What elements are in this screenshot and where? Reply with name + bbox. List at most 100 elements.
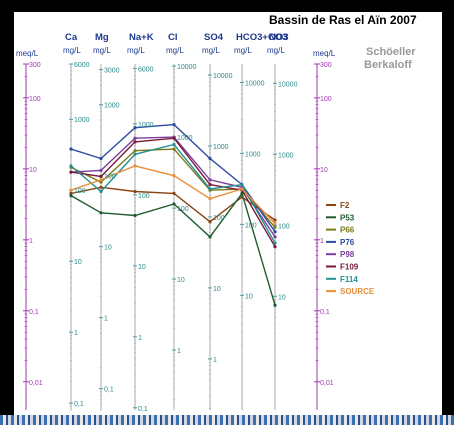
- axis-tick-label: 100: [74, 188, 86, 195]
- axis-tick-label: 1000: [177, 135, 193, 142]
- axis-tick-label: 100: [104, 174, 116, 181]
- data-point: [99, 178, 103, 182]
- axis-tick-label: 10: [245, 293, 253, 300]
- axis-tick-label: 1000: [245, 151, 261, 158]
- axis-tick-label: 10000: [278, 81, 298, 88]
- schoeller-diagram: Bassin de Ras el Aïn 2007 SchöellerBerkal…: [16, 13, 417, 413]
- axis-tick-label: 10000: [245, 80, 265, 87]
- axis-tick-label: 10: [177, 277, 185, 284]
- legend-label: SOURCE: [340, 287, 375, 296]
- axis-header: Mg: [95, 32, 109, 43]
- left-meq-label: meq/L: [16, 49, 39, 58]
- legend-label: P53: [340, 213, 355, 222]
- axis-tick-label: 1000: [104, 103, 120, 110]
- data-point: [208, 197, 212, 201]
- axis-tick-label: 10: [278, 294, 286, 301]
- data-point: [273, 235, 277, 239]
- axis-tick-label: 1000: [138, 122, 154, 129]
- data-point: [133, 149, 137, 153]
- axis-header: SO4: [204, 32, 224, 43]
- axis-tick-label: 1: [74, 330, 78, 337]
- data-point: [208, 183, 212, 187]
- axis-tick-label: 0,1: [104, 387, 114, 394]
- data-point: [133, 164, 137, 168]
- meq-tick-label: 10: [320, 167, 328, 174]
- data-point: [273, 225, 277, 229]
- axis-tick-label: 10000: [177, 64, 197, 71]
- data-point: [273, 241, 277, 245]
- chart-subtitle-1: Schöeller: [366, 46, 416, 58]
- data-point: [99, 185, 103, 189]
- data-point: [240, 183, 244, 187]
- data-point: [273, 218, 277, 222]
- data-point: [133, 126, 137, 130]
- data-point: [172, 142, 176, 147]
- data-point: [208, 187, 212, 191]
- data-point: [208, 235, 212, 239]
- data-point: [172, 174, 176, 178]
- data-point: [208, 178, 212, 182]
- data-point: [99, 211, 103, 215]
- meq-tick-label: 100: [320, 96, 332, 103]
- meq-tick-label: 300: [320, 62, 332, 69]
- axis-tick-label: 6000: [74, 62, 90, 69]
- data-point: [172, 147, 176, 151]
- axis-tick-label: 0,1: [74, 401, 84, 408]
- meq-tick-label: 300: [29, 62, 41, 69]
- axis-tick-label: 1: [104, 316, 108, 323]
- noise-strip: [0, 415, 454, 425]
- axis-tick-label: 3000: [104, 68, 120, 75]
- axis-tick-label: 0,1: [138, 406, 148, 413]
- data-point: [99, 180, 103, 184]
- data-point: [273, 221, 277, 226]
- axis-unit: mg/L: [127, 46, 145, 55]
- data-point: [172, 123, 176, 127]
- data-point: [273, 303, 277, 307]
- data-point: [208, 156, 212, 161]
- meq-tick-label: 10: [29, 167, 37, 174]
- meq-tick-label: 1: [320, 238, 324, 245]
- axis-unit: mg/L: [93, 46, 111, 55]
- data-point: [69, 188, 73, 192]
- meq-tick-label: 0,01: [320, 380, 334, 387]
- axis-unit: mg/L: [202, 46, 220, 55]
- data-point: [99, 168, 103, 172]
- data-point: [133, 136, 137, 140]
- data-point: [69, 170, 73, 174]
- data-point: [69, 164, 73, 168]
- chart-title: Bassin de Ras el Aïn 2007: [269, 13, 417, 27]
- data-point: [69, 147, 73, 151]
- series-line-p76: [70, 123, 276, 233]
- axis-tick-label: 1: [138, 335, 142, 342]
- data-point: [273, 230, 277, 234]
- axis-tick-label: 1000: [278, 152, 294, 159]
- legend-label: P98: [340, 250, 355, 259]
- axis-header: Cl: [168, 32, 178, 43]
- series-line-p53: [70, 191, 276, 306]
- axis-header: NO3: [269, 32, 289, 43]
- data-point: [273, 245, 277, 249]
- axis-tick-label: 6000: [138, 66, 154, 73]
- data-point: [99, 156, 103, 161]
- legend-label: P66: [340, 226, 355, 235]
- axis-tick-label: 100: [213, 215, 225, 222]
- axis-tick-label: 1000: [74, 117, 90, 124]
- meq-tick-label: 0,01: [29, 380, 43, 387]
- data-point: [133, 189, 137, 194]
- meq-tick-label: 100: [29, 96, 41, 103]
- data-point: [133, 140, 137, 144]
- meq-tick-label: 1: [29, 238, 33, 245]
- legend-label: P76: [340, 238, 355, 247]
- axis-tick-label: 1: [213, 357, 217, 364]
- data-point: [172, 136, 176, 140]
- chart-subtitle-2: Berkaloff: [364, 59, 412, 71]
- axis-tick-label: 10: [104, 245, 112, 252]
- axis-unit: mg/L: [166, 46, 184, 55]
- data-point: [172, 202, 176, 206]
- axis-tick-label: 100: [245, 222, 257, 229]
- data-point: [69, 191, 73, 195]
- legend-label: F114: [340, 275, 358, 284]
- meq-tick-label: 0,1: [320, 309, 330, 316]
- axis-unit: mg/L: [267, 46, 285, 55]
